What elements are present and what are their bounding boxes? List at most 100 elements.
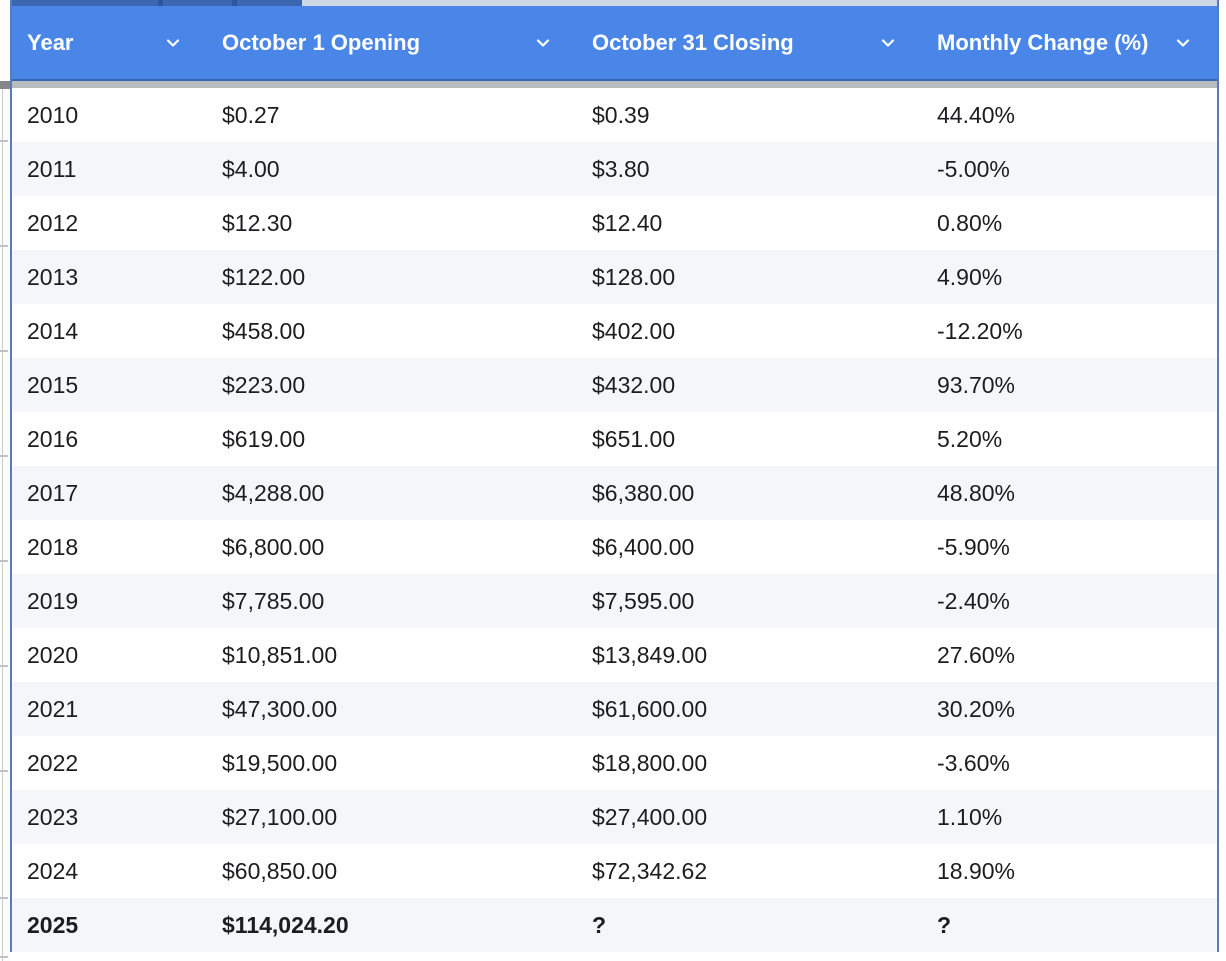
- column-header-label: October 31 Closing: [592, 29, 794, 55]
- cell-change[interactable]: -2.40%: [937, 587, 1010, 614]
- cell-closing[interactable]: $72,342.62: [592, 857, 708, 884]
- cell-opening[interactable]: $619.00: [222, 425, 306, 452]
- cell-year[interactable]: 2021: [27, 695, 79, 722]
- column-header-monthly-change[interactable]: Monthly Change (%): [922, 6, 1217, 79]
- cell-change[interactable]: -5.90%: [937, 533, 1010, 560]
- cell-change[interactable]: -3.60%: [937, 749, 1010, 776]
- chevron-down-icon[interactable]: [163, 33, 183, 53]
- column-header-year[interactable]: Year: [12, 6, 207, 79]
- table-row: 2016 $619.00 $651.00 5.20%: [12, 412, 1217, 466]
- cell-change[interactable]: 4.90%: [937, 263, 1003, 290]
- cell-closing[interactable]: $0.39: [592, 101, 650, 128]
- cell-closing[interactable]: $13,849.00: [592, 641, 708, 668]
- cell-closing[interactable]: $128.00: [592, 263, 676, 290]
- cell-closing[interactable]: $6,380.00: [592, 479, 695, 506]
- cell-year[interactable]: 2010: [27, 101, 79, 128]
- cell-opening[interactable]: $4,288.00: [222, 479, 325, 506]
- cell-opening[interactable]: $122.00: [222, 263, 306, 290]
- cell-year[interactable]: 2020: [27, 641, 79, 668]
- cell-opening[interactable]: $10,851.00: [222, 641, 338, 668]
- cell-change[interactable]: 48.80%: [937, 479, 1016, 506]
- cell-year[interactable]: 2017: [27, 479, 79, 506]
- cell-opening[interactable]: $223.00: [222, 371, 306, 398]
- cell-change[interactable]: 27.60%: [937, 641, 1016, 668]
- column-header-label: October 1 Opening: [222, 29, 421, 55]
- top-strip-separator: [158, 0, 163, 6]
- table-row: 2020 $10,851.00 $13,849.00 27.60%: [12, 628, 1217, 682]
- cell-year[interactable]: 2015: [27, 371, 79, 398]
- cell-change[interactable]: 93.70%: [937, 371, 1016, 398]
- chevron-down-icon[interactable]: [878, 33, 898, 53]
- table-top-strip: [12, 0, 1217, 6]
- cell-year[interactable]: 2019: [27, 587, 79, 614]
- cell-change[interactable]: -12.20%: [937, 317, 1023, 344]
- rail-tick: [0, 140, 8, 142]
- cell-closing[interactable]: $432.00: [592, 371, 676, 398]
- cell-year[interactable]: 2025: [27, 911, 79, 938]
- cell-opening[interactable]: $7,785.00: [222, 587, 325, 614]
- sheet-edge-rail: [0, 0, 10, 961]
- cell-year[interactable]: 2024: [27, 857, 79, 884]
- cell-year[interactable]: 2013: [27, 263, 79, 290]
- rail-tick: [0, 665, 8, 667]
- cell-opening[interactable]: $27,100.00: [222, 803, 338, 830]
- chevron-down-icon[interactable]: [1173, 33, 1193, 53]
- rail-tick: [0, 455, 8, 457]
- cell-opening[interactable]: $114,024.20: [222, 911, 349, 938]
- cell-closing[interactable]: $7,595.00: [592, 587, 695, 614]
- cell-opening[interactable]: $4.00: [222, 155, 280, 182]
- cell-change[interactable]: 18.90%: [937, 857, 1016, 884]
- rail-tick: [0, 956, 8, 958]
- cell-opening[interactable]: $60,850.00: [222, 857, 338, 884]
- cell-closing[interactable]: ?: [592, 911, 607, 938]
- cell-change[interactable]: 0.80%: [937, 209, 1003, 236]
- cell-opening[interactable]: $47,300.00: [222, 695, 338, 722]
- column-header-october-31-closing[interactable]: October 31 Closing: [577, 6, 922, 79]
- table-row: 2023 $27,100.00 $27,400.00 1.10%: [12, 790, 1217, 844]
- table-row: 2012 $12.30 $12.40 0.80%: [12, 196, 1217, 250]
- cell-change[interactable]: 5.20%: [937, 425, 1003, 452]
- column-header-label: Year: [27, 29, 74, 55]
- data-table: Year October 1 Opening October 31 Closin…: [10, 0, 1219, 952]
- table-body: 2010 $0.27 $0.39 44.40% 2011 $4.00 $3.80…: [12, 88, 1217, 952]
- cell-change[interactable]: 44.40%: [937, 101, 1016, 128]
- table-header-row: Year October 1 Opening October 31 Closin…: [12, 6, 1217, 81]
- cell-closing[interactable]: $27,400.00: [592, 803, 708, 830]
- cell-opening[interactable]: $19,500.00: [222, 749, 338, 776]
- cell-opening[interactable]: $6,800.00: [222, 533, 325, 560]
- table-row: 2021 $47,300.00 $61,600.00 30.20%: [12, 682, 1217, 736]
- cell-opening[interactable]: $0.27: [222, 101, 280, 128]
- column-header-october-1-opening[interactable]: October 1 Opening: [207, 6, 577, 79]
- top-strip-dark-segment: [12, 0, 302, 6]
- cell-year[interactable]: 2014: [27, 317, 79, 344]
- header-shadow-band: [12, 81, 1217, 88]
- cell-closing[interactable]: $61,600.00: [592, 695, 708, 722]
- table-row: 2015 $223.00 $432.00 93.70%: [12, 358, 1217, 412]
- table-row: 2010 $0.27 $0.39 44.40%: [12, 88, 1217, 142]
- cell-closing[interactable]: $6,400.00: [592, 533, 695, 560]
- cell-change[interactable]: 30.20%: [937, 695, 1016, 722]
- rail-tick: [0, 350, 8, 352]
- cell-closing[interactable]: $18,800.00: [592, 749, 708, 776]
- cell-year[interactable]: 2018: [27, 533, 79, 560]
- table-row: 2011 $4.00 $3.80 -5.00%: [12, 142, 1217, 196]
- cell-change[interactable]: ?: [937, 911, 952, 938]
- cell-year[interactable]: 2016: [27, 425, 79, 452]
- cell-year[interactable]: 2023: [27, 803, 79, 830]
- cell-opening[interactable]: $12.30: [222, 209, 293, 236]
- table-row: 2017 $4,288.00 $6,380.00 48.80%: [12, 466, 1217, 520]
- cell-closing[interactable]: $3.80: [592, 155, 650, 182]
- cell-change[interactable]: 1.10%: [937, 803, 1003, 830]
- rail-corner-block: [0, 81, 10, 89]
- cell-year[interactable]: 2012: [27, 209, 79, 236]
- cell-closing[interactable]: $651.00: [592, 425, 676, 452]
- cell-change[interactable]: -5.00%: [937, 155, 1010, 182]
- cell-opening[interactable]: $458.00: [222, 317, 306, 344]
- cell-year[interactable]: 2022: [27, 749, 79, 776]
- cell-closing[interactable]: $12.40: [592, 209, 663, 236]
- cell-closing[interactable]: $402.00: [592, 317, 676, 344]
- chevron-down-icon[interactable]: [533, 33, 553, 53]
- column-header-label: Monthly Change (%): [937, 29, 1149, 55]
- cell-year[interactable]: 2011: [27, 155, 77, 182]
